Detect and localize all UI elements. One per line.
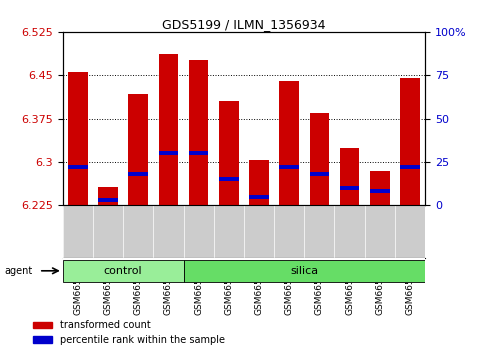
Bar <box>279 165 299 169</box>
Bar <box>128 172 148 176</box>
Bar <box>184 260 425 282</box>
Bar <box>370 171 390 205</box>
Text: control: control <box>104 266 142 276</box>
Bar <box>249 160 269 205</box>
Bar <box>400 78 420 205</box>
Bar <box>340 186 359 190</box>
Bar <box>189 60 209 205</box>
Legend: transformed count, percentile rank within the sample: transformed count, percentile rank withi… <box>29 316 229 349</box>
Bar <box>68 72 88 205</box>
Bar <box>310 113 329 205</box>
Bar <box>219 177 239 181</box>
Bar <box>310 172 329 176</box>
Text: silica: silica <box>290 266 318 276</box>
Bar <box>249 195 269 199</box>
Bar <box>98 198 118 202</box>
Bar <box>340 148 359 205</box>
Text: agent: agent <box>5 266 33 276</box>
Bar <box>370 189 390 194</box>
Bar <box>158 151 178 155</box>
Bar <box>98 187 118 205</box>
Bar <box>279 81 299 205</box>
Bar <box>63 260 184 282</box>
Title: GDS5199 / ILMN_1356934: GDS5199 / ILMN_1356934 <box>162 18 326 31</box>
Bar <box>68 165 88 169</box>
Bar <box>219 101 239 205</box>
Bar <box>158 54 178 205</box>
Bar <box>128 94 148 205</box>
Bar <box>400 165 420 169</box>
Bar <box>189 151 209 155</box>
